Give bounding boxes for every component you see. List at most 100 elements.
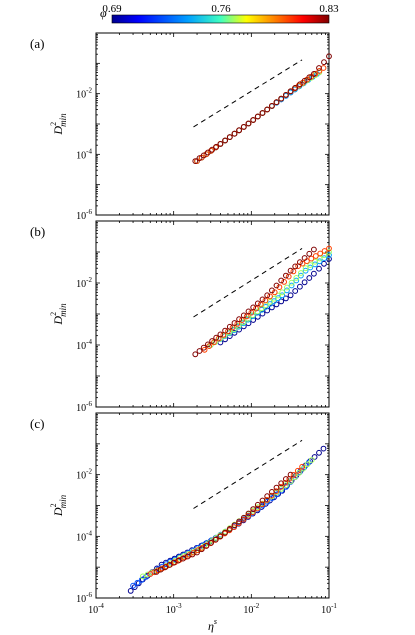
data-point: [308, 255, 315, 262]
data-point: [245, 308, 252, 315]
data-point: [300, 79, 306, 86]
data-point: [134, 579, 141, 586]
y-tick-label: 10-6: [76, 591, 92, 605]
series-phi-0.8: [201, 245, 332, 353]
series-phi-0.72: [130, 459, 312, 589]
data-point: [262, 297, 269, 304]
x-tick-label: 10-1: [321, 602, 337, 616]
data-point: [200, 152, 207, 159]
y-tick-label-base: 10: [76, 471, 86, 482]
colorbar: φ 0.69 0.76 0.83: [100, 3, 339, 24]
data-point: [245, 510, 252, 517]
y-tick-label-base: 10: [76, 341, 86, 352]
y-axis-label-sub: min: [58, 113, 68, 127]
data-point: [231, 522, 238, 529]
x-tick-label-exp: -3: [176, 602, 182, 610]
data-point: [316, 265, 322, 272]
y-tick-label-base: 10: [76, 150, 86, 161]
y-tick-label: 10-4: [76, 529, 92, 543]
data-point: [298, 272, 304, 279]
data-point: [231, 320, 238, 326]
data-point: [166, 562, 173, 568]
data-point: [226, 526, 233, 532]
data-point: [292, 84, 299, 91]
data-point: [209, 338, 216, 344]
series-phi-0.69: [217, 256, 332, 346]
data-point: [222, 327, 229, 334]
data-point: [271, 298, 277, 305]
data-point: [316, 449, 322, 456]
data-point: [287, 267, 294, 274]
data-point: [264, 106, 271, 113]
data-point: [269, 103, 275, 109]
data-point: [308, 457, 315, 463]
data-point: [287, 471, 294, 478]
data-point: [250, 506, 257, 513]
x-axis-label: ηs: [208, 617, 217, 633]
y-tick-label: 10-4: [76, 147, 92, 161]
y-axis-label-sup: 2: [49, 122, 58, 126]
data-point: [254, 501, 261, 508]
y-axis-label: D2min: [49, 113, 68, 136]
data-point: [269, 287, 275, 294]
panel-label: (a): [30, 36, 44, 51]
y-axis-label-base: D: [51, 316, 65, 326]
data-point: [298, 270, 304, 276]
panel-label: (b): [30, 224, 45, 239]
data-point: [290, 472, 297, 478]
data-point: [269, 489, 275, 495]
reference-line: [193, 59, 303, 128]
data-point: [192, 158, 199, 165]
data-point: [213, 143, 220, 150]
data-point: [273, 484, 280, 491]
y-tick-label: 10-6: [76, 400, 92, 414]
x-tick-label-exp: -4: [98, 602, 104, 610]
reference-line: [193, 248, 303, 318]
data-point: [316, 65, 322, 71]
y-axis-label-sub: min: [58, 494, 68, 508]
data-point: [301, 255, 308, 261]
data-point: [321, 260, 327, 267]
data-point: [275, 295, 282, 302]
data-point: [213, 334, 220, 341]
panel-c: 10-610-410-2(c)D2min: [30, 412, 330, 605]
data-point: [222, 529, 229, 536]
data-point: [297, 259, 303, 266]
y-tick-label-exp: -4: [86, 147, 92, 155]
data-point: [302, 267, 309, 274]
data-point: [189, 551, 196, 558]
y-tick-label-exp: -6: [86, 400, 92, 408]
panel-a: 10-610-410-2(a)D2min: [30, 32, 332, 222]
series-phi-0.83: [192, 246, 317, 358]
data-point: [283, 295, 289, 302]
y-axis-label: D2min: [49, 494, 68, 517]
data-point: [321, 59, 327, 66]
data-point: [194, 549, 200, 556]
axes-box: [95, 220, 330, 408]
data-point: [245, 120, 252, 127]
data-point: [254, 308, 261, 315]
data-point: [301, 279, 308, 286]
x-tick-label-exp: -2: [253, 602, 259, 610]
data-point: [284, 284, 290, 291]
y-axis-label-base: D: [51, 126, 65, 136]
data-point: [306, 74, 313, 81]
colorbar-label: φ: [100, 6, 107, 20]
data-point: [236, 127, 243, 134]
data-point: [264, 493, 271, 500]
data-point: [257, 301, 264, 308]
data-point: [130, 582, 137, 589]
data-point: [240, 514, 247, 521]
y-axis-label-sup: 2: [49, 312, 58, 316]
y-tick-label-base: 10: [76, 403, 86, 414]
data-point: [279, 292, 286, 299]
x-tick-label: 10-2: [243, 602, 259, 616]
data-point: [222, 137, 229, 144]
data-point: [283, 272, 289, 279]
x-axis-label-sup: s: [214, 617, 217, 626]
data-point: [175, 557, 182, 564]
y-axis-label-sub: min: [58, 303, 68, 317]
y-tick-label-base: 10: [76, 211, 86, 222]
data-point: [326, 53, 332, 60]
data-point: [198, 546, 205, 553]
